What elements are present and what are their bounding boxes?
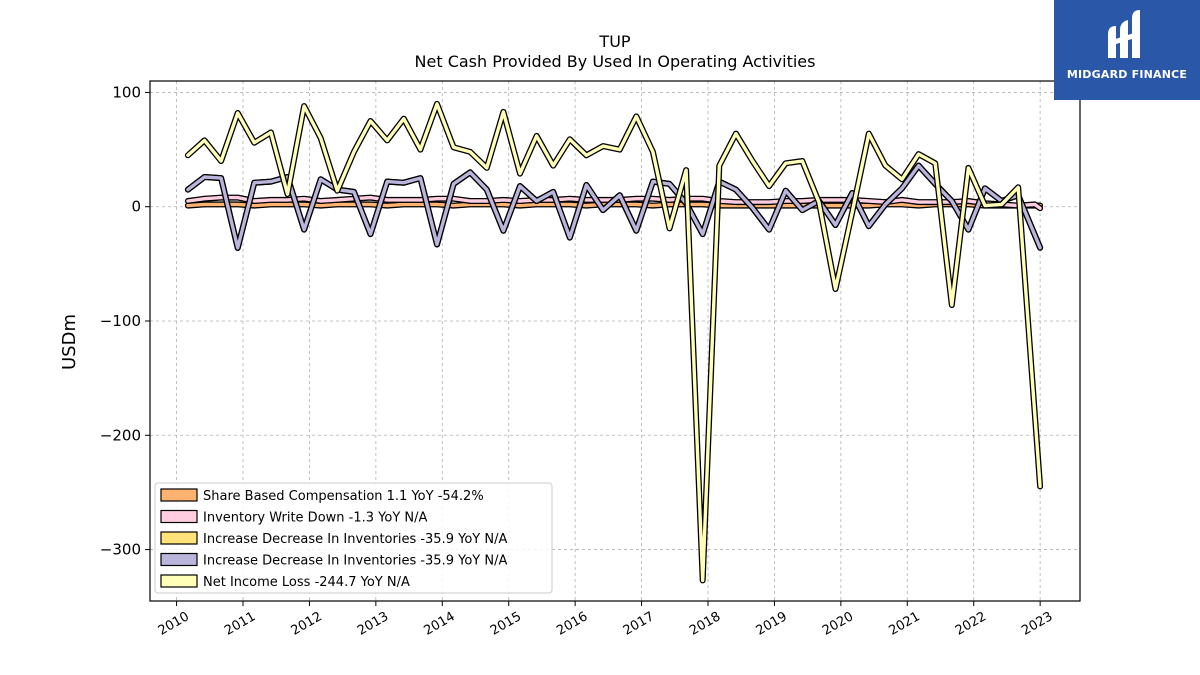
- x-tick-label: 2015: [488, 609, 524, 639]
- legend-label: Inventory Write Down -1.3 YoY N/A: [203, 511, 427, 526]
- x-tick-label: 2023: [1019, 609, 1055, 639]
- legend-swatch: [160, 531, 198, 545]
- brand-logo: MIDGARD FINANCE: [1054, 0, 1200, 100]
- series-lines: [184, 100, 1044, 584]
- y-axis-label: USDm: [59, 314, 80, 370]
- legend-label: Increase Decrease In Inventories -35.9 Y…: [203, 554, 507, 569]
- x-tick-label: 2021: [886, 609, 922, 639]
- x-tick-label: 2019: [754, 609, 790, 639]
- x-tick-label: 2017: [621, 609, 657, 639]
- x-tick-label: 2012: [289, 609, 325, 639]
- x-tick-label: 2022: [953, 609, 989, 639]
- y-tick-label: −100: [100, 312, 141, 330]
- series-line: [186, 202, 1042, 208]
- legend-swatch: [160, 488, 198, 502]
- x-tick-label: 2013: [355, 609, 391, 639]
- series-line: [186, 163, 1042, 250]
- legend-label: Increase Decrease In Inventories -35.9 Y…: [203, 532, 507, 547]
- plot-frame: [149, 80, 1081, 602]
- x-tick-label: 2011: [222, 609, 258, 639]
- y-tick-label: −200: [100, 426, 141, 444]
- x-tick-label: 2016: [554, 609, 590, 639]
- brand-name: MIDGARD FINANCE: [1066, 68, 1188, 81]
- series-line: [186, 102, 1042, 583]
- x-tick-label: 2010: [156, 609, 192, 639]
- legend-swatch: [160, 552, 198, 567]
- legend-swatch: [160, 509, 198, 524]
- x-tick-label: 2018: [687, 609, 723, 639]
- x-tick-label: 2020: [820, 609, 856, 639]
- x-tick-label: 2014: [421, 609, 457, 639]
- legend-label: Share Based Compensation 1.1 YoY -54.2%: [203, 489, 484, 504]
- legend-label: Net Income Loss -244.7 YoY N/A: [203, 575, 410, 590]
- chart-subtitle: Net Cash Provided By Used In Operating A…: [415, 52, 816, 71]
- chart-title: TUP: [598, 32, 630, 51]
- y-tick-label: 100: [112, 83, 141, 101]
- legend-box: [154, 482, 553, 594]
- brand-logo-icon: [1108, 10, 1140, 58]
- legend-swatch: [160, 574, 198, 588]
- y-tick-label: −300: [100, 541, 141, 559]
- legend: Share Based Compensation 1.1 YoY -54.2% I…: [154, 482, 553, 594]
- y-tick-label: 0: [131, 198, 141, 216]
